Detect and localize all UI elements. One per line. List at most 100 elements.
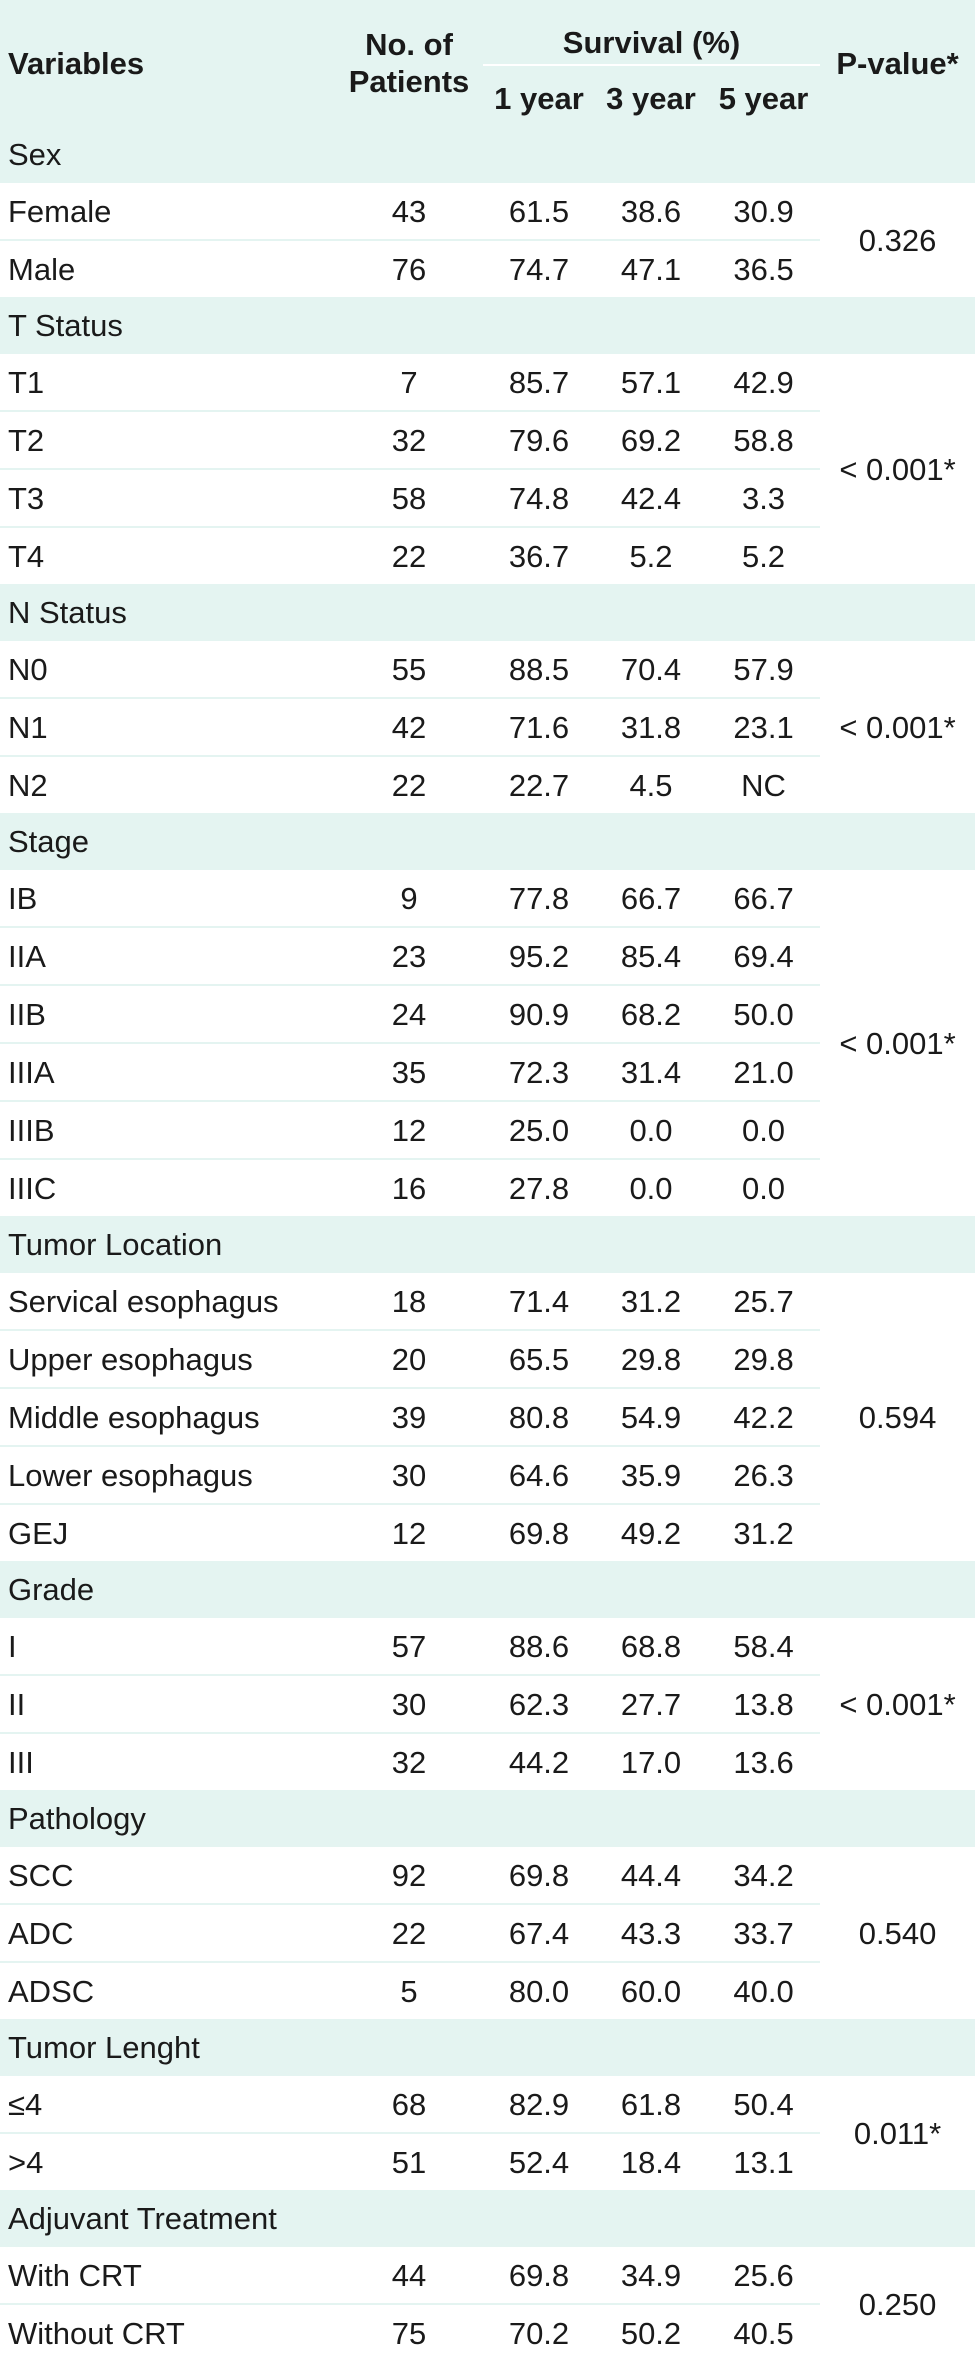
survival-3yr-cell: 60.0 <box>620 1973 682 2009</box>
table-row: IIB 24 90.9 68.2 50.0 <box>0 985 975 1044</box>
table-row: T3 58 74.8 42.4 3.3 <box>0 469 975 528</box>
survival-5yr-cell: 25.7 <box>707 1273 821 1331</box>
patients-cell: 42 <box>335 698 483 757</box>
survival-3yr-cell: 4.5 <box>629 767 673 803</box>
variable-cell: Female <box>0 183 335 241</box>
survival-3yr-cell: 34.9 <box>595 2247 707 2305</box>
survival-1yr-cell: 62.3 <box>483 1675 595 1734</box>
variable-cell: Male <box>8 251 76 287</box>
patients-cell: 32 <box>335 411 483 470</box>
survival-3yr-cell: 27.7 <box>595 1675 707 1734</box>
survival-5yr-cell: 50.4 <box>707 2076 821 2134</box>
table-row: IB 9 77.8 66.7 66.7 < 0.001* <box>0 870 975 1059</box>
variable-cell: T4 <box>8 538 45 574</box>
header-patients: No. of Patients <box>335 0 483 126</box>
survival-5yr-cell: 26.3 <box>707 1446 821 1505</box>
pvalue-cell: 0.594 <box>858 1399 937 1435</box>
survival-5yr-cell: 40.0 <box>733 1973 794 2009</box>
survival-1yr-cell: 52.4 <box>508 2144 570 2180</box>
survival-1yr-cell: 70.2 <box>508 2315 570 2351</box>
header-patients-line1: No. of <box>365 26 453 62</box>
variable-cell: T2 <box>0 411 335 470</box>
survival-1yr-cell: 90.9 <box>483 985 595 1044</box>
table-row: I 57 88.6 68.8 58.4 < 0.001* <box>0 1618 975 1720</box>
table-row: IIIA 35 72.3 31.4 21.0 <box>0 1043 975 1102</box>
patients-cell: 12 <box>335 1101 483 1160</box>
patients-cell: 22 <box>391 538 427 574</box>
survival-5yr-cell: 42.2 <box>707 1388 821 1447</box>
survival-3yr-cell: 0.0 <box>595 1101 707 1160</box>
variable-cell: III <box>8 1744 34 1780</box>
survival-5yr-cell: 21.0 <box>707 1043 821 1102</box>
survival-1yr-cell: 44.2 <box>508 1744 570 1780</box>
survival-3yr-cell: 0.0 <box>629 1170 673 1206</box>
table-row: III 32 44.2 17.0 13.6 <box>0 1733 975 1790</box>
group-row: Stage <box>0 813 975 870</box>
patients-cell: 7 <box>335 354 483 412</box>
survival-5yr-cell: 13.6 <box>733 1744 794 1780</box>
survival-3yr-cell: 47.1 <box>620 251 682 287</box>
table-row: II 30 62.3 27.7 13.8 <box>0 1675 975 1734</box>
survival-3yr-cell: 85.4 <box>595 927 707 986</box>
patients-cell: 58 <box>335 469 483 528</box>
survival-3yr-cell: 31.2 <box>595 1273 707 1331</box>
variable-cell: Without CRT <box>8 2315 185 2351</box>
table-row: Servical esophagus 18 71.4 31.2 25.7 0.594 <box>0 1273 975 1433</box>
survival-5yr-cell: 30.9 <box>707 183 821 241</box>
group-row: Tumor Lenght <box>0 2019 975 2076</box>
patients-cell: 35 <box>335 1043 483 1102</box>
survival-3yr-cell: 68.8 <box>595 1618 707 1676</box>
survival-1yr-cell: 71.4 <box>483 1273 595 1331</box>
patients-cell: 20 <box>335 1330 483 1389</box>
survival-5yr-cell: 31.2 <box>733 1515 794 1551</box>
pvalue-cell: 0.540 <box>858 1915 937 1951</box>
survival-5yr-cell: 66.7 <box>707 870 821 928</box>
pvalue-cell: < 0.001* <box>839 709 956 745</box>
patients-cell: 43 <box>335 183 483 241</box>
pvalue-cell: < 0.001* <box>839 1025 956 1061</box>
variable-cell: GEJ <box>8 1515 69 1551</box>
survival-3yr-cell: 17.0 <box>620 1744 682 1780</box>
pvalue-cell: 0.011* <box>853 2115 942 2151</box>
survival-3yr-cell: 49.2 <box>620 1515 682 1551</box>
survival-1yr-cell: 22.7 <box>508 767 570 803</box>
survival-3yr-cell: 68.2 <box>595 985 707 1044</box>
variable-cell: II <box>0 1675 335 1734</box>
survival-5yr-cell: 57.9 <box>707 641 821 699</box>
survival-3yr-cell: 42.4 <box>595 469 707 528</box>
survival-3yr-cell: 66.7 <box>595 870 707 928</box>
survival-3yr-cell: 31.4 <box>595 1043 707 1102</box>
survival-1yr-cell: 61.5 <box>483 183 595 241</box>
survival-1yr-cell: 69.8 <box>508 1515 570 1551</box>
survival-5yr-cell: 25.6 <box>707 2247 821 2305</box>
table-row: Lower esophagus 30 64.6 35.9 26.3 <box>0 1446 975 1505</box>
survival-5yr-cell: 33.7 <box>707 1904 821 1963</box>
survival-3yr-cell: 18.4 <box>620 2144 682 2180</box>
survival-1yr-cell: 77.8 <box>483 870 595 928</box>
survival-5yr-cell: 29.8 <box>707 1330 821 1389</box>
group-label: Sex <box>0 126 975 183</box>
survival-3yr-cell: 43.3 <box>595 1904 707 1963</box>
table-row: GEJ 12 69.8 49.2 31.2 <box>0 1504 975 1561</box>
survival-1yr-cell: 95.2 <box>483 927 595 986</box>
survival-5yr-cell: 0.0 <box>707 1101 821 1160</box>
variable-cell: N1 <box>0 698 335 757</box>
survival-1yr-cell: 82.9 <box>483 2076 595 2134</box>
survival-5yr-cell: NC <box>741 767 786 803</box>
patients-cell: 24 <box>335 985 483 1044</box>
survival-5yr-cell: 13.1 <box>733 2144 794 2180</box>
variable-cell: IB <box>0 870 335 928</box>
survival-3yr-cell: 57.1 <box>595 354 707 412</box>
variable-cell: IIA <box>0 927 335 986</box>
survival-1yr-cell: 72.3 <box>483 1043 595 1102</box>
group-label: Tumor Lenght <box>0 2019 975 2076</box>
survival-1yr-cell: 25.0 <box>483 1101 595 1160</box>
group-row: Sex <box>0 126 975 183</box>
table-row: >4 51 52.4 18.4 13.1 <box>0 2133 975 2190</box>
survival-1yr-cell: 74.8 <box>483 469 595 528</box>
survival-3yr-cell: 29.8 <box>595 1330 707 1389</box>
table-row: Male 76 74.7 47.1 36.5 <box>0 240 975 297</box>
pvalue-cell: < 0.001* <box>839 1686 956 1722</box>
variable-cell: T1 <box>0 354 335 412</box>
variable-cell: ADSC <box>8 1973 95 2009</box>
